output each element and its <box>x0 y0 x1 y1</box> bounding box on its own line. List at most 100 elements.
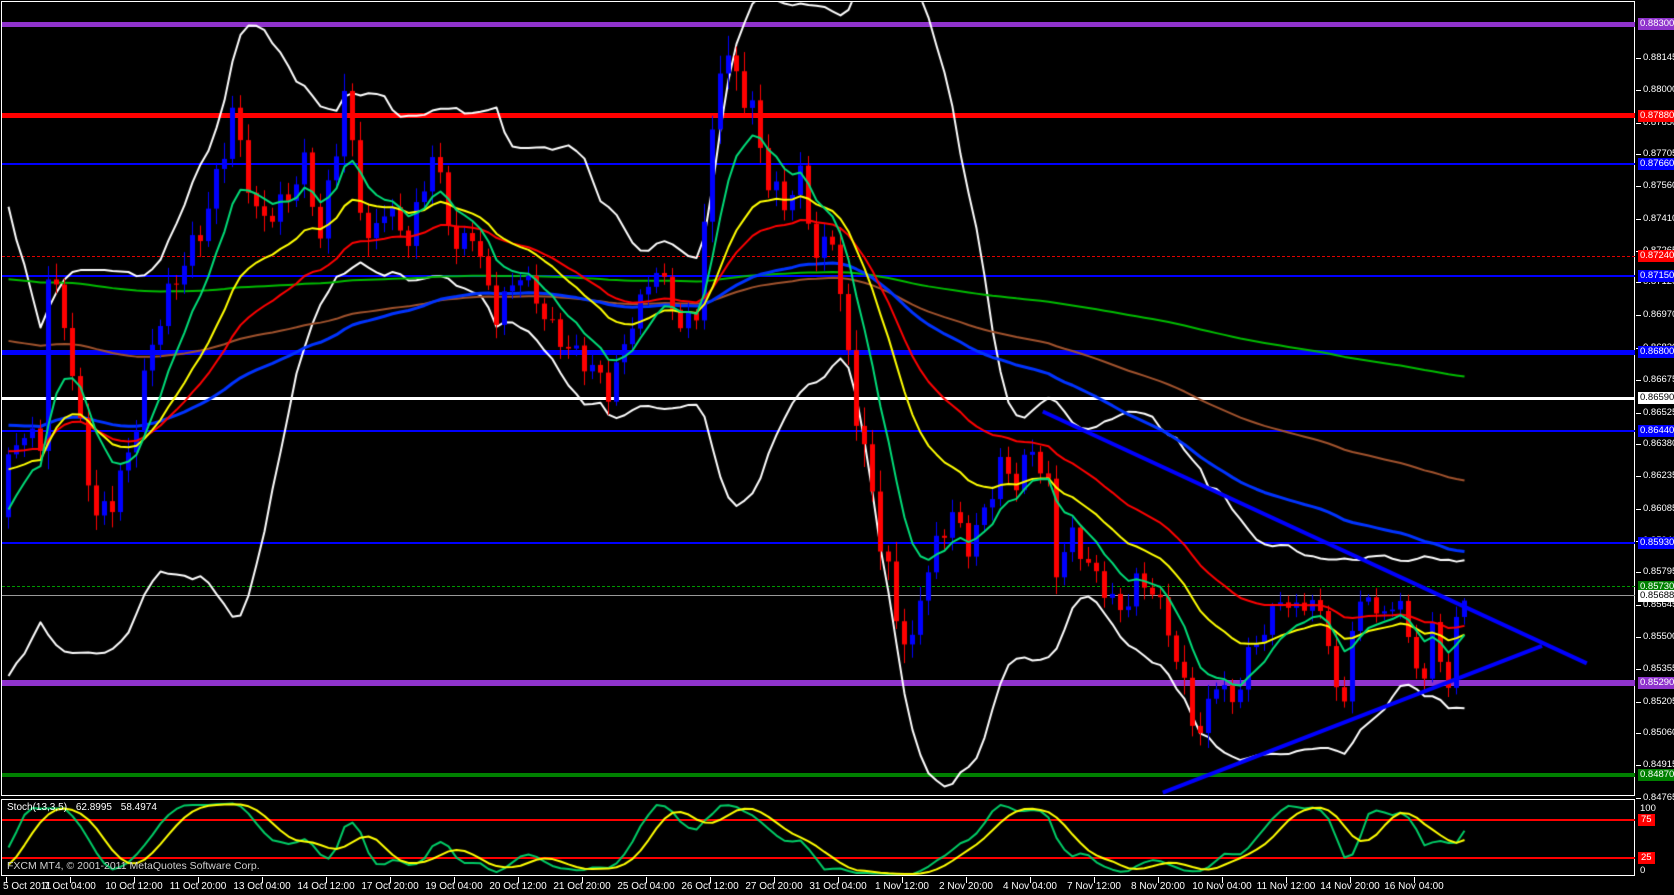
time-axis-label: 19 Oct 04:00 <box>425 881 483 892</box>
platform-copyright: FXCM MT4, © 2001-2011 MetaQuotes Softwar… <box>7 860 260 872</box>
price-tick-mark <box>1636 508 1641 510</box>
price-axis-tick-label: 0.86380 <box>1643 438 1674 450</box>
stochastic-level-label-25: 25 <box>1638 852 1655 864</box>
time-tick-mark <box>774 877 775 883</box>
time-axis-label: 7 Nov 12:00 <box>1067 881 1121 892</box>
time-axis-label: 17 Oct 20:00 <box>361 881 419 892</box>
time-axis-label: 13 Oct 04:00 <box>233 881 291 892</box>
time-tick-mark <box>134 877 135 883</box>
time-axis-label: 5 Oct 2011 <box>3 881 52 892</box>
price-tick-mark <box>1636 668 1641 670</box>
price-axis-tick-label: 0.85645 <box>1643 599 1674 611</box>
time-tick-mark <box>966 877 967 883</box>
stochastic-d-value: 58.4974 <box>120 802 157 813</box>
time-tick-mark <box>1158 877 1159 883</box>
time-axis-label: 20 Oct 12:00 <box>489 881 547 892</box>
time-tick-mark <box>6 877 7 883</box>
time-axis-label: 14 Nov 20:00 <box>1320 881 1380 892</box>
price-axis-tick-label: 0.87705 <box>1643 148 1674 160</box>
stochastic-k-value: 62.8995 <box>75 802 112 813</box>
time-axis-label: 11 Nov 12:00 <box>1256 881 1316 892</box>
time-axis-label: 31 Oct 04:00 <box>809 881 867 892</box>
time-tick-mark <box>1414 877 1415 883</box>
time-tick-mark <box>70 877 71 883</box>
price-tick-mark <box>1636 605 1641 607</box>
stochastic-name: Stoch(13,3,5) <box>7 802 68 813</box>
time-axis-label: 4 Nov 04:00 <box>1003 881 1057 892</box>
time-tick-mark <box>1094 877 1095 883</box>
price-axis-tick-label: 0.86235 <box>1643 470 1674 482</box>
price-tick-mark <box>1636 444 1641 446</box>
price-tick-mark <box>1636 797 1641 799</box>
price-axis-tick-label: 0.87560 <box>1643 180 1674 192</box>
time-tick-mark <box>390 877 391 883</box>
stochastic-indicator-label: Stoch(13,3,5) 62.8995 58.4974 <box>7 802 163 813</box>
price-axis-tick-label: 0.88145 <box>1643 51 1674 63</box>
price-axis-tick-label: 0.86970 <box>1643 309 1674 321</box>
time-tick-mark <box>710 877 711 883</box>
price-tick-mark <box>1636 701 1641 703</box>
time-tick-mark <box>454 877 455 883</box>
time-axis-label: 27 Oct 20:00 <box>745 881 803 892</box>
price-tick-mark <box>1636 282 1641 284</box>
time-tick-mark <box>1222 877 1223 883</box>
time-axis-label: 1 Nov 12:00 <box>875 881 929 892</box>
price-axis-tick-label: 0.84915 <box>1643 759 1674 771</box>
price-tick-mark <box>1636 315 1641 317</box>
time-axis-label: 8 Nov 20:00 <box>1131 881 1185 892</box>
price-tick-mark <box>1636 218 1641 220</box>
time-axis-label: 10 Nov 04:00 <box>1192 881 1252 892</box>
price-tick-mark <box>1636 379 1641 381</box>
price-axis-tick-label: 0.86525 <box>1643 406 1674 418</box>
price-level-label-0.85688: 0.85688 <box>1638 589 1674 602</box>
time-tick-mark <box>1030 877 1031 883</box>
price-tick-mark <box>1636 154 1641 156</box>
time-axis-label: 25 Oct 04:00 <box>617 881 675 892</box>
price-tick-mark <box>1636 122 1641 124</box>
price-level-label-0.88300: 0.88300 <box>1638 18 1674 30</box>
price-tick-mark <box>1636 412 1641 414</box>
price-axis-tick-label: 0.85500 <box>1643 631 1674 643</box>
price-level-label-0.85730: 0.85730 <box>1638 580 1674 593</box>
time-axis-label: 16 Nov 04:00 <box>1384 881 1444 892</box>
stochastic-scale-label: 0 <box>1640 865 1646 876</box>
price-axis-tick-label: 0.86085 <box>1643 502 1674 514</box>
price-level-label-0.85930: 0.85930 <box>1638 536 1674 549</box>
price-tick-mark <box>1636 186 1641 188</box>
price-tick-mark <box>1636 57 1641 59</box>
price-tick-mark <box>1636 89 1641 91</box>
time-tick-mark <box>518 877 519 883</box>
time-tick-mark <box>582 877 583 883</box>
time-tick-mark <box>326 877 327 883</box>
time-axis-label: 10 Oct 12:00 <box>105 881 163 892</box>
stochastic-scale-label: 100 <box>1640 803 1656 814</box>
price-axis-tick-label: 0.86675 <box>1643 373 1674 385</box>
time-tick-mark <box>262 877 263 883</box>
price-level-label-0.87660: 0.87660 <box>1638 158 1674 171</box>
time-axis-label: 2 Nov 20:00 <box>939 881 993 892</box>
price-tick-mark <box>1636 572 1641 574</box>
price-tick-mark <box>1636 476 1641 478</box>
price-level-label-0.87150: 0.87150 <box>1638 269 1674 282</box>
price-tick-mark <box>1636 637 1641 639</box>
time-axis-label: 21 Oct 20:00 <box>553 881 611 892</box>
time-axis-label: 11 Oct 20:00 <box>169 881 227 892</box>
price-axis-tick-label: 0.85795 <box>1643 566 1674 578</box>
price-level-label-0.87880: 0.87880 <box>1638 109 1674 122</box>
price-axis-tick-label: 0.87120 <box>1643 276 1674 288</box>
price-axis-tick-label: 0.84765 <box>1643 791 1674 803</box>
price-axis-tick-label: 0.87410 <box>1643 212 1674 224</box>
price-axis-tick-label: 0.85355 <box>1643 662 1674 674</box>
time-tick-mark <box>902 877 903 883</box>
time-tick-mark <box>1286 877 1287 883</box>
price-level-label-0.85290: 0.85290 <box>1638 677 1674 690</box>
price-level-label-0.86590: 0.86590 <box>1638 392 1674 405</box>
price-axis-tick-label: 0.88000 <box>1643 83 1674 95</box>
price-level-label-0.87240: 0.87240 <box>1638 250 1674 263</box>
time-tick-mark <box>198 877 199 883</box>
time-axis-label: 26 Oct 12:00 <box>681 881 739 892</box>
time-axis-label: 7 Oct 04:00 <box>44 881 96 892</box>
price-axis-tick-label: 0.85060 <box>1643 727 1674 739</box>
